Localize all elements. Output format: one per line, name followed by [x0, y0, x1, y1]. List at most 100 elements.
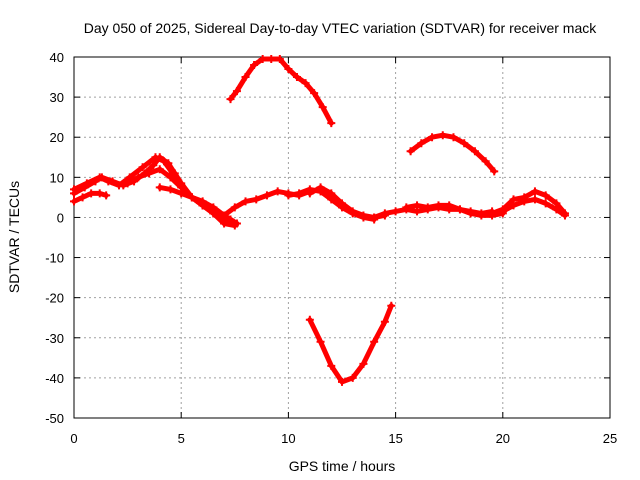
data-point [520, 197, 529, 206]
data-point [490, 167, 499, 176]
data-point [198, 197, 207, 206]
axis-ticks: 0 5 10 15 20 25 -50 -40 -30 -20 -10 0 10 20 30 40 [45, 50, 617, 446]
data-point [402, 203, 411, 212]
data-point [151, 153, 160, 162]
data-point [498, 207, 507, 216]
data-point [209, 203, 218, 212]
data-point [423, 203, 432, 212]
series-arc-afternoon-2 [402, 201, 497, 218]
data-point [387, 301, 396, 310]
data-point [552, 205, 561, 214]
data-point [284, 191, 293, 200]
data-point [359, 359, 368, 368]
series-arc-evening-2 [498, 195, 569, 220]
y-tick-label: -30 [45, 331, 64, 346]
data-point [530, 187, 539, 196]
data-point [466, 207, 475, 216]
data-point [102, 191, 111, 200]
data-point [226, 95, 235, 104]
data-point [177, 189, 186, 198]
series-arc-descent [155, 183, 241, 228]
data-point [316, 337, 325, 346]
data-point [115, 181, 124, 190]
data-point [310, 89, 319, 98]
x-tick-label: 10 [281, 431, 295, 446]
data-point [187, 193, 196, 202]
data-point [370, 337, 379, 346]
data-point [434, 201, 443, 210]
data-point [327, 119, 336, 128]
data-point [70, 197, 78, 206]
data-series [70, 55, 569, 386]
data-point [134, 173, 143, 182]
data-point [460, 139, 469, 148]
y-tick-label: 0 [57, 210, 64, 225]
data-point [295, 189, 304, 198]
data-point [488, 209, 497, 218]
data-point [327, 361, 336, 370]
plot-frame [73, 56, 611, 419]
data-point [477, 209, 486, 218]
data-point [267, 55, 276, 64]
data-point [250, 61, 259, 70]
gridlines [74, 57, 610, 418]
data-point [87, 189, 96, 198]
series-line [71, 154, 233, 224]
data-point [160, 157, 169, 166]
data-point [338, 377, 346, 386]
data-point [149, 161, 158, 170]
data-point [155, 183, 164, 192]
data-point [380, 209, 389, 218]
data-point [359, 211, 368, 220]
data-point [155, 165, 164, 174]
y-axis-label: SDTVAR / TECUs [6, 181, 22, 293]
data-point [509, 201, 518, 210]
data-point [338, 199, 346, 208]
data-point [316, 183, 325, 192]
x-tick-label: 25 [603, 431, 617, 446]
data-point [138, 163, 147, 172]
data-point [241, 73, 250, 82]
data-point [226, 215, 235, 224]
data-point [292, 73, 301, 82]
data-point [406, 147, 415, 156]
x-tick-label: 0 [70, 431, 77, 446]
y-tick-label: 20 [50, 130, 64, 145]
series-arc-evening-hump [406, 131, 499, 176]
data-point [305, 189, 314, 198]
y-tick-label: -40 [45, 371, 64, 386]
data-point [305, 315, 314, 324]
x-tick-label: 15 [388, 431, 402, 446]
chart-title: Day 050 of 2025, Sidereal Day-to-day VTE… [84, 20, 597, 36]
data-point [230, 203, 239, 212]
data-point [220, 219, 229, 228]
data-point [262, 191, 271, 200]
data-point [413, 201, 422, 210]
data-point [273, 187, 282, 196]
data-point [232, 87, 241, 96]
x-tick-label: 20 [496, 431, 510, 446]
data-point [428, 133, 437, 142]
data-point [123, 179, 132, 188]
data-point [232, 219, 241, 228]
data-point [252, 195, 261, 204]
data-point [380, 317, 389, 326]
data-point [318, 103, 327, 112]
data-point [391, 207, 400, 216]
x-tick-label: 5 [178, 431, 185, 446]
data-point [530, 195, 539, 204]
data-point [275, 55, 284, 64]
data-point [166, 173, 175, 182]
data-point [301, 79, 310, 88]
data-point [470, 147, 479, 156]
series-line [125, 166, 227, 218]
data-point [449, 133, 458, 142]
data-point [541, 199, 550, 208]
data-point [541, 191, 550, 200]
data-point [95, 173, 104, 182]
y-tick-label: 10 [50, 170, 64, 185]
y-tick-label: -50 [45, 411, 64, 426]
data-point [78, 193, 87, 202]
data-point [455, 205, 464, 214]
